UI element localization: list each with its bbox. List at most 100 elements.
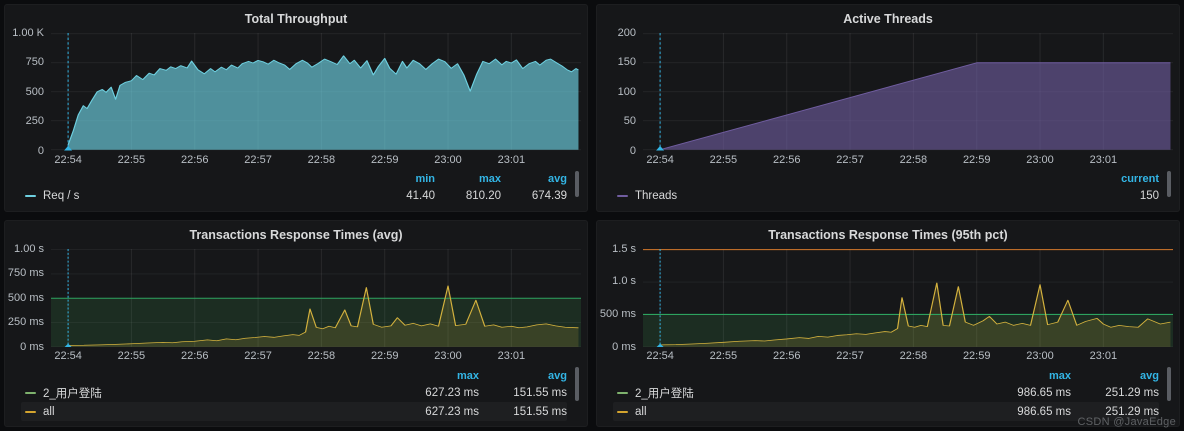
- legend-scrollbar-thumb[interactable]: [575, 367, 579, 401]
- series-line: [68, 285, 579, 346]
- legend-stat-header[interactable]: current: [1121, 173, 1159, 185]
- x-axis: 22:54 22:55 22:56 22:57 22:58 22:59 23:00 23:01: [51, 347, 581, 365]
- y-axis-label: 250: [25, 115, 44, 128]
- y-axis-label: 50: [623, 115, 636, 128]
- series-line: [67, 55, 579, 146]
- x-axis-label: 22:58: [899, 153, 928, 166]
- x-axis-label: 22:57: [836, 153, 864, 166]
- legend-stat-value: 810.20: [465, 190, 501, 202]
- y-axis-label: 0: [37, 144, 44, 157]
- legend-header-row: max avg: [21, 368, 567, 383]
- legend: max avg 2_用户登陆 986.65 ms 251.29 ms all 986.65 …: [603, 365, 1173, 424]
- x-axis-label: 23:00: [1026, 350, 1054, 362]
- legend-row: 2_用户登陆 986.65 ms 251.29 ms: [613, 383, 1159, 402]
- legend-stat-value: 986.65 ms: [1017, 386, 1071, 399]
- legend-series-label[interactable]: 2_用户登陆: [43, 387, 102, 400]
- legend: min max avg Req / s 41.40 810.20 674.39: [11, 169, 581, 209]
- x-axis-label: 22:54: [54, 153, 82, 166]
- legend-series-label[interactable]: 2_用户登陆: [635, 387, 694, 400]
- panel-title[interactable]: Transactions Response Times (95th pct): [768, 227, 1008, 242]
- legend-stat-header[interactable]: min: [415, 173, 435, 185]
- legend-header-row: max avg: [613, 368, 1159, 383]
- y-axis-label: 1.00 K: [12, 27, 44, 39]
- x-axis-label: 22:59: [962, 350, 991, 362]
- legend-stat-header[interactable]: avg: [1140, 369, 1159, 382]
- panel-title[interactable]: Total Throughput: [244, 12, 348, 26]
- x-axis-label: 22:55: [709, 153, 738, 166]
- annotation-marker-icon[interactable]: [64, 343, 73, 347]
- x-axis-label: 23:01: [497, 350, 526, 362]
- y-axis: 0 ms 250 ms 500 ms 750 ms 1.00 s: [7, 243, 51, 354]
- series-color-dash-icon: [25, 391, 36, 394]
- y-axis-label: 500: [25, 85, 44, 98]
- series-line: [659, 62, 1171, 151]
- series-area: [660, 62, 1171, 150]
- chart-area[interactable]: [643, 248, 1173, 347]
- x-axis-label: 22:58: [307, 153, 336, 166]
- x-axis-label: 22:57: [244, 153, 272, 166]
- legend: current Threads 150: [603, 169, 1173, 209]
- legend-series-label[interactable]: all: [43, 405, 55, 418]
- legend-scrollbar-thumb[interactable]: [575, 170, 579, 197]
- legend-row: all 627.23 ms 151.55 ms: [21, 402, 567, 421]
- annotation-marker-icon[interactable]: [656, 145, 665, 151]
- chart-area[interactable]: [643, 33, 1173, 151]
- series-line: [660, 282, 1171, 345]
- panel-title[interactable]: Transactions Response Times (avg): [189, 227, 403, 242]
- legend-stat-value: 151.55 ms: [513, 405, 567, 418]
- panel-response-times-95pct: Transactions Response Times (95th pct) 0…: [596, 219, 1180, 427]
- chart-svg: [643, 33, 1173, 151]
- y-axis-label: 0 ms: [612, 341, 636, 353]
- x-axis-label: 23:00: [434, 350, 462, 362]
- legend-stat-header[interactable]: avg: [548, 369, 567, 382]
- legend-series-label[interactable]: Threads: [635, 190, 678, 202]
- x-axis-label: 22:56: [772, 153, 801, 166]
- legend-stat-header[interactable]: max: [478, 173, 501, 185]
- y-axis-label: 200: [617, 27, 636, 39]
- panel-total-throughput: Total Throughput 0 250 500 750 1.00 K 22:54 2…: [4, 4, 588, 212]
- legend-series-label[interactable]: Req / s: [43, 190, 80, 202]
- y-axis-label: 500 ms: [7, 291, 44, 304]
- y-axis-label: 1.5 s: [612, 242, 636, 255]
- series-color-dash-icon: [25, 195, 36, 197]
- legend-scrollbar-thumb[interactable]: [1167, 367, 1171, 401]
- x-axis-label: 23:01: [1089, 153, 1118, 166]
- x-axis-label: 22:56: [772, 350, 801, 362]
- y-axis-label: 150: [617, 56, 636, 69]
- x-axis-label: 22:56: [180, 350, 209, 362]
- legend-row: 2_用户登陆 627.23 ms 151.55 ms: [21, 383, 567, 402]
- legend-stat-header[interactable]: max: [1048, 369, 1071, 382]
- legend-stat-value: 627.23 ms: [425, 386, 479, 399]
- x-axis-label: 22:54: [54, 350, 82, 362]
- y-axis-label: 750 ms: [7, 267, 44, 280]
- x-axis-label: 22:57: [244, 350, 272, 362]
- legend-series-label[interactable]: all: [635, 405, 647, 418]
- legend-stat-header[interactable]: max: [456, 369, 479, 382]
- y-axis: 0 50 100 150 200: [603, 27, 643, 157]
- y-axis-label: 0: [629, 144, 636, 157]
- legend-scrollbar-thumb[interactable]: [1167, 170, 1171, 197]
- annotation-marker-icon[interactable]: [64, 145, 73, 151]
- chart-svg: [51, 33, 581, 151]
- chart-area[interactable]: [51, 248, 581, 347]
- legend: max avg 2_用户登陆 627.23 ms 151.55 ms all 627.23 …: [11, 365, 581, 424]
- x-axis-label: 22:58: [899, 350, 928, 362]
- legend-row: Threads 150: [613, 187, 1159, 206]
- legend-stat-value: 41.40: [406, 190, 435, 202]
- legend-stat-value: 150: [1139, 190, 1159, 202]
- y-axis-label: 750: [25, 56, 44, 69]
- legend-stat-value: 986.65 ms: [1017, 405, 1071, 418]
- x-axis-label: 23:01: [497, 153, 526, 166]
- y-axis: 0 ms 500 ms 1.0 s 1.5 s: [600, 243, 643, 354]
- annotation-marker-icon[interactable]: [656, 343, 665, 347]
- legend-row: all 986.65 ms 251.29 ms: [613, 402, 1159, 421]
- panel-title[interactable]: Active Threads: [843, 12, 933, 26]
- x-axis-label: 23:00: [434, 153, 462, 166]
- legend-stat-header[interactable]: avg: [548, 173, 567, 185]
- x-axis-label: 23:00: [1026, 153, 1054, 166]
- x-axis-label: 22:54: [646, 350, 674, 362]
- chart-area[interactable]: [51, 33, 581, 151]
- x-axis-label: 22:56: [180, 153, 209, 166]
- panel-active-threads: Active Threads 0 50 100 150 200 22:54 22:55 22…: [596, 4, 1180, 212]
